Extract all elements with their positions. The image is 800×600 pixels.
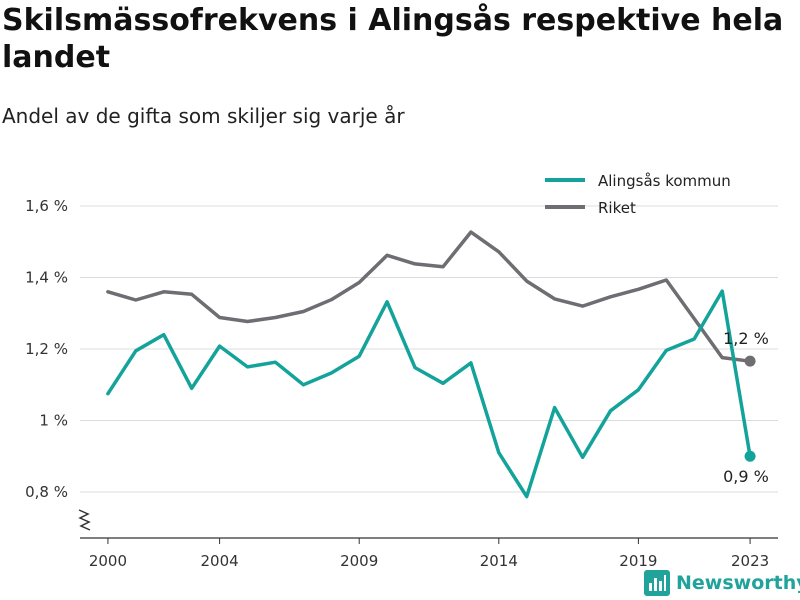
x-tick-label: 2000	[89, 552, 127, 570]
bar-chart-logo-icon	[644, 570, 670, 596]
series-line-alingsas	[108, 291, 750, 497]
end-point-alingsas	[745, 451, 756, 462]
legend-label-alingsas: Alingsås kommun	[598, 172, 731, 190]
x-tick-label: 2004	[201, 552, 239, 570]
series-line-riket	[108, 232, 750, 361]
axis-break-icon	[79, 510, 90, 530]
y-tick-label: 0,8 %	[25, 483, 68, 501]
y-tick-label: 1 %	[39, 412, 68, 430]
x-axis: 2000 2004 2009 2014 2019 2023	[80, 538, 778, 570]
end-point-riket	[745, 356, 756, 367]
y-axis-ticks: 0,8 % 1 % 1,2 % 1,4 % 1,6 %	[25, 197, 68, 501]
x-tick-label: 2023	[731, 552, 769, 570]
end-label-riket: 1,2 %	[723, 329, 769, 348]
newsworthy-logo: Newsworthy	[644, 569, 800, 597]
x-tick-label: 2014	[480, 552, 518, 570]
y-tick-label: 1,6 %	[25, 197, 68, 215]
x-tick-label: 2009	[340, 552, 378, 570]
legend: Alingsås kommun Riket	[545, 172, 731, 217]
brand-name: Newsworthy	[676, 572, 800, 594]
line-chart: 0,8 % 1 % 1,2 % 1,4 % 1,6 % 2000 2004 2009 2014…	[0, 0, 800, 600]
x-tick-label: 2019	[619, 552, 657, 570]
series-lines	[108, 232, 756, 497]
legend-label-riket: Riket	[598, 199, 636, 217]
end-label-alingsas: 0,9 %	[723, 467, 769, 486]
y-tick-label: 1,4 %	[25, 269, 68, 287]
y-tick-label: 1,2 %	[25, 340, 68, 358]
